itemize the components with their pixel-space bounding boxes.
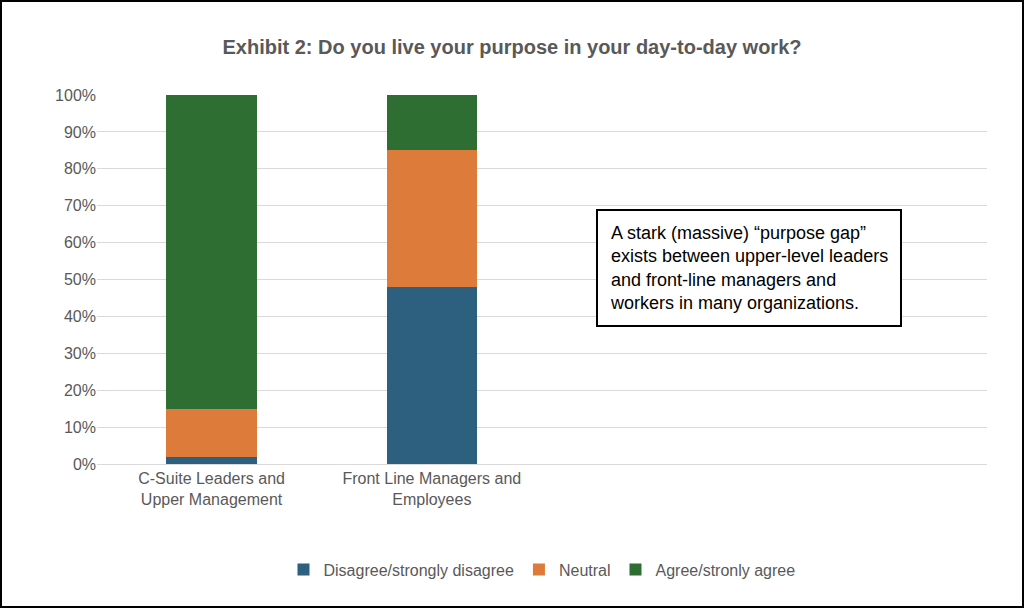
svg-text:0%: 0% bbox=[73, 456, 96, 473]
svg-text:40%: 40% bbox=[64, 308, 96, 325]
svg-text:C-Suite Leaders andUpper Manag: C-Suite Leaders andUpper Management bbox=[138, 470, 285, 508]
svg-text:30%: 30% bbox=[64, 345, 96, 362]
svg-text:10%: 10% bbox=[64, 419, 96, 436]
svg-text:20%: 20% bbox=[64, 382, 96, 399]
svg-text:50%: 50% bbox=[64, 271, 96, 288]
svg-text:Neutral: Neutral bbox=[559, 562, 611, 579]
svg-text:A stark (massive) “purpose gap: A stark (massive) “purpose gap”exists be… bbox=[610, 223, 888, 313]
svg-text:Disagree/strongly disagree: Disagree/strongly disagree bbox=[324, 562, 514, 579]
svg-text:80%: 80% bbox=[64, 160, 96, 177]
svg-text:Agree/stronly agree: Agree/stronly agree bbox=[656, 562, 796, 579]
svg-text:Exhibit 2: Do you live your pu: Exhibit 2: Do you live your purpose in y… bbox=[223, 36, 802, 58]
svg-text:Front Line Managers andEmploye: Front Line Managers andEmployees bbox=[342, 470, 521, 508]
svg-text:100%: 100% bbox=[55, 87, 96, 104]
svg-text:60%: 60% bbox=[64, 234, 96, 251]
svg-text:90%: 90% bbox=[64, 123, 96, 140]
svg-text:70%: 70% bbox=[64, 197, 96, 214]
